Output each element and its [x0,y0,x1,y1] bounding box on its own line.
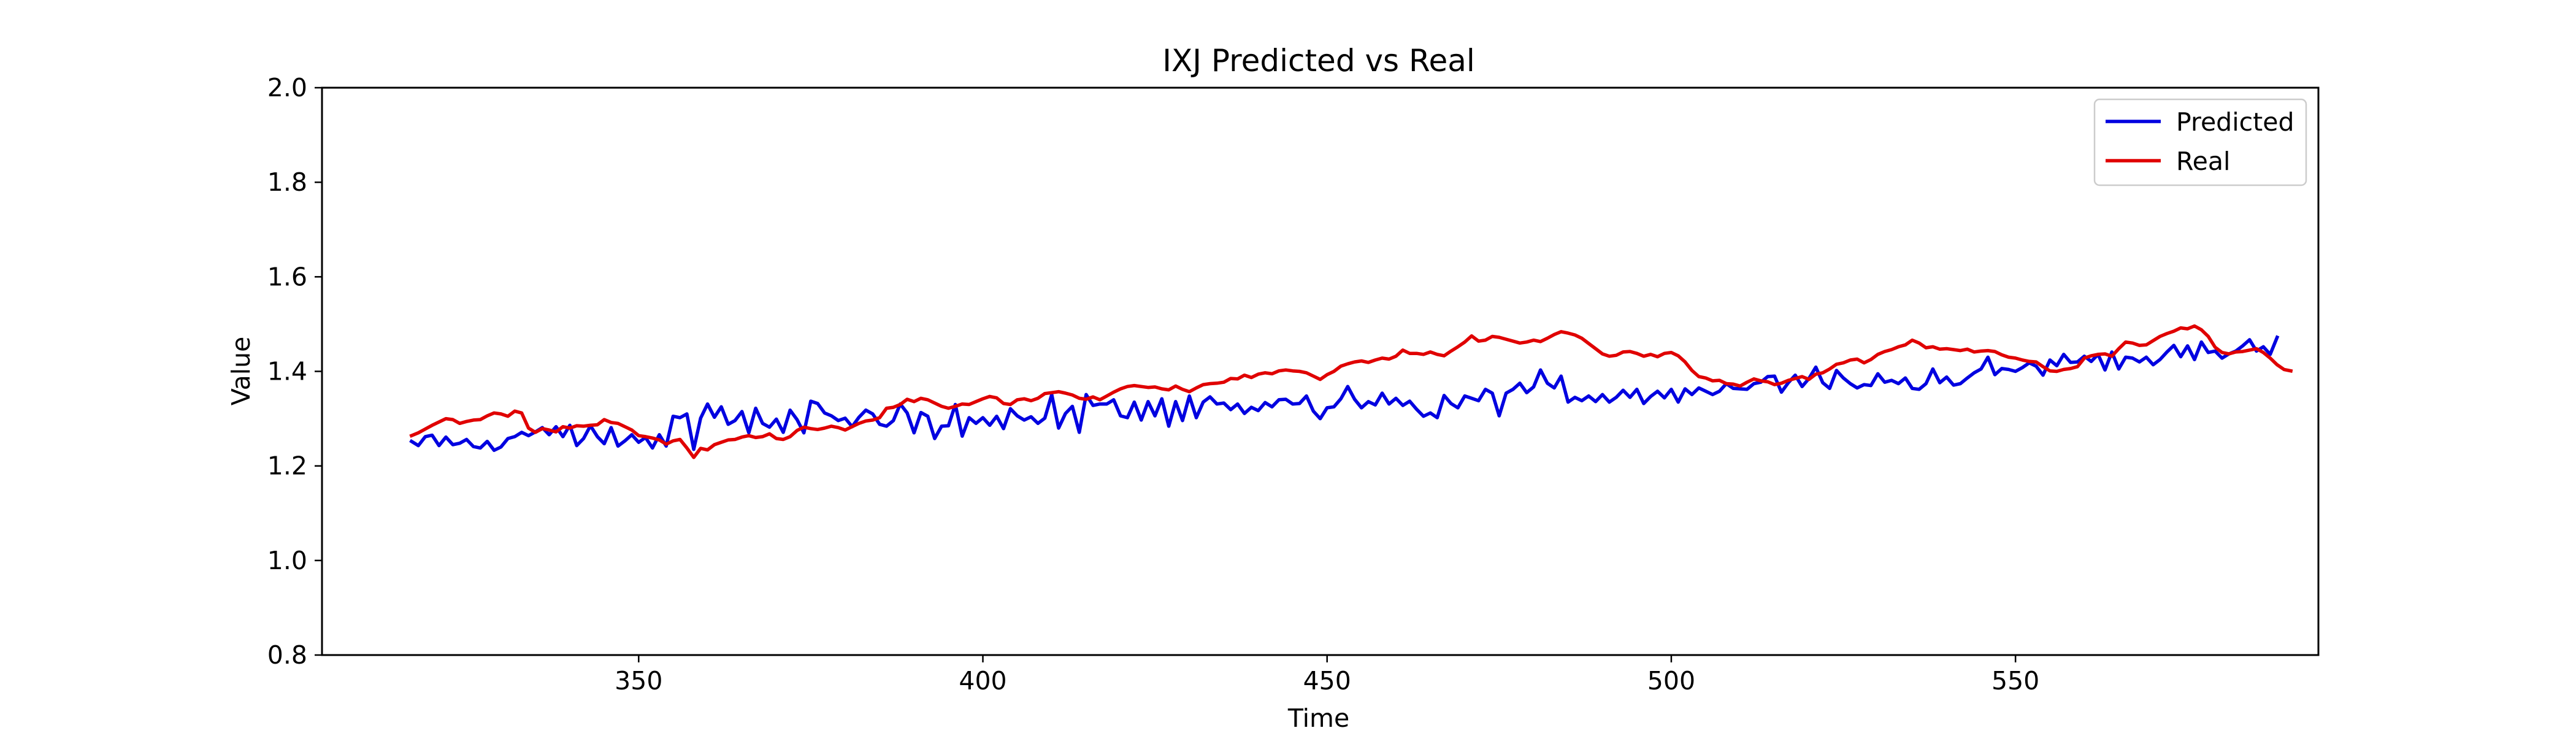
y-tick-label: 1.4 [267,357,307,386]
legend-label-predicted: Predicted [2176,107,2294,137]
x-tick-label: 500 [1647,666,1695,696]
x-tick-label: 550 [1991,666,2039,696]
y-axis-label: Value [226,337,256,406]
x-axis-label: Time [1287,703,1349,733]
x-tick-label: 400 [959,666,1006,696]
x-tick-label: 350 [615,666,662,696]
chart-title: IXJ Predicted vs Real [1162,43,1475,79]
y-tick-label: 1.8 [267,167,307,197]
x-axis: 350 400 450 500 550 [615,655,2039,696]
series-lines [409,324,2293,459]
x-tick-label: 450 [1303,666,1351,696]
y-axis: 0.8 1.0 1.2 1.4 1.6 1.8 2.0 [267,73,322,670]
legend-label-real: Real [2176,147,2230,176]
series-line-real [409,324,2293,459]
y-tick-label: 2.0 [267,73,307,102]
series-line-predicted [409,335,2280,452]
y-tick-label: 0.8 [267,640,307,670]
y-tick-label: 1.2 [267,451,307,481]
y-tick-label: 1.6 [267,262,307,291]
legend: Predicted Real [2093,98,2307,186]
y-tick-label: 1.0 [267,546,307,575]
